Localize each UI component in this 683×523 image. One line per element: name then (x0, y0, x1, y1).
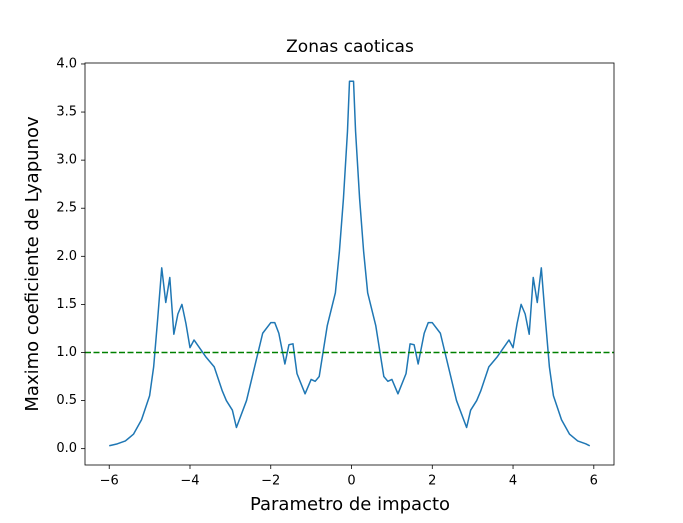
y-tick-label: 1.0 (56, 345, 77, 360)
y-tick-label: 3.5 (56, 105, 77, 120)
y-tick-label: 2.0 (56, 249, 77, 264)
plot-frame (84, 62, 615, 466)
x-axis-label: Parametro de impacto (250, 494, 450, 515)
data-line (109, 80, 591, 447)
x-tick-label: 4 (509, 474, 517, 489)
y-axis-label: Maximo coeficiente de Lyapunov (22, 116, 43, 412)
x-tick-label: −2 (261, 474, 280, 489)
y-tick-label: 4.0 (56, 56, 77, 71)
y-tick-label: 0.0 (56, 441, 77, 456)
x-tick-label: 6 (590, 474, 598, 489)
y-tick-label: 2.5 (56, 201, 77, 216)
y-tick-label: 0.5 (56, 393, 77, 408)
y-tick-label: 3.0 (56, 153, 77, 168)
x-tick-label: 2 (428, 474, 436, 489)
chart-title: Zonas caoticas (286, 37, 414, 57)
x-tick-label: −6 (100, 474, 119, 489)
x-tick-label: −4 (180, 474, 199, 489)
x-tick-label: 0 (347, 474, 355, 489)
y-tick-label: 1.5 (56, 297, 77, 312)
